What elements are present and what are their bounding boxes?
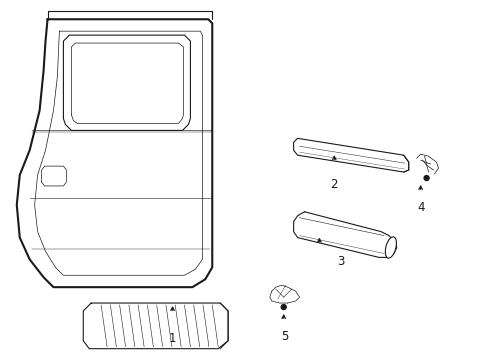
Text: 2: 2 [330,179,337,192]
Circle shape [281,305,285,310]
Text: 4: 4 [416,201,424,214]
Text: 1: 1 [168,332,176,345]
Circle shape [423,176,428,180]
Text: 5: 5 [281,330,288,343]
Text: 3: 3 [337,255,344,268]
Ellipse shape [385,237,396,258]
